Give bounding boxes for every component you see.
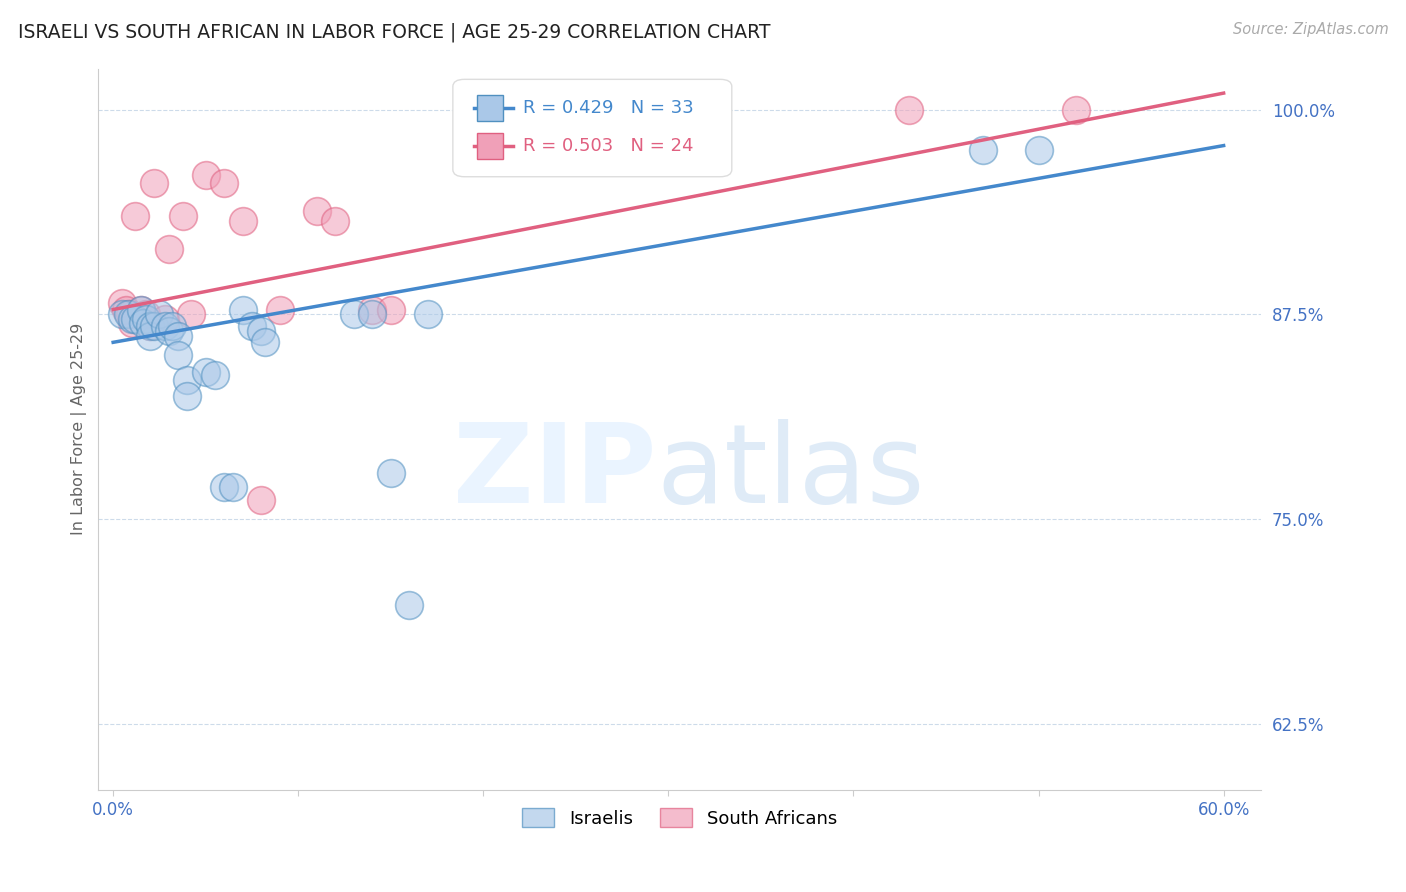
Point [135,308,157,322]
Point [121,316,143,330]
Point [129,302,152,317]
Text: R = 0.503   N = 24: R = 0.503 N = 24 [523,136,693,154]
Point [121,312,143,326]
Point [162,318,184,333]
Point [111,308,134,322]
Point [139,318,162,333]
Point [176,389,198,403]
Point [222,480,245,494]
Point [232,302,254,317]
FancyBboxPatch shape [477,95,503,121]
Text: R = 0.429   N = 33: R = 0.429 N = 33 [523,99,693,117]
Point [157,324,180,338]
Point [343,308,366,322]
Point [232,214,254,228]
FancyBboxPatch shape [477,133,503,159]
Point [269,302,291,317]
Point [124,312,146,326]
Point [361,302,384,317]
Point [1064,103,1087,117]
FancyBboxPatch shape [453,79,731,177]
Legend: Israelis, South Africans: Israelis, South Africans [515,801,845,835]
Point [129,302,152,317]
Point [135,312,157,326]
Y-axis label: In Labor Force | Age 25-29: In Labor Force | Age 25-29 [72,323,87,535]
Point [118,308,141,322]
Point [380,467,402,481]
Point [115,302,138,317]
Point [139,328,162,343]
Point [212,480,235,494]
Point [898,103,921,117]
Point [305,204,328,219]
Point [167,328,190,343]
Point [240,318,263,333]
Point [323,214,346,228]
Point [167,348,190,362]
Point [148,308,170,322]
Point [194,168,217,182]
Text: Source: ZipAtlas.com: Source: ZipAtlas.com [1233,22,1389,37]
Point [180,308,202,322]
Point [173,209,195,223]
Point [204,368,226,383]
Point [1028,144,1050,158]
Point [380,302,402,317]
Text: atlas: atlas [657,419,925,526]
Point [972,144,994,158]
Point [212,176,235,190]
Point [416,308,439,322]
Text: ISRAELI VS SOUTH AFRICAN IN LABOR FORCE | AGE 25-29 CORRELATION CHART: ISRAELI VS SOUTH AFRICAN IN LABOR FORCE … [18,22,770,42]
Point [139,318,162,333]
Point [153,312,176,326]
Text: ZIP: ZIP [453,419,657,526]
Point [361,308,384,322]
Point [153,318,176,333]
Point [194,365,217,379]
Point [250,492,273,507]
Point [132,316,155,330]
Point [250,324,273,338]
Point [111,296,134,310]
Point [124,209,146,223]
Point [157,242,180,256]
Point [142,318,165,333]
Point [398,598,420,612]
Point [176,373,198,387]
Point [142,176,165,190]
Point [117,308,139,322]
Point [253,335,276,350]
